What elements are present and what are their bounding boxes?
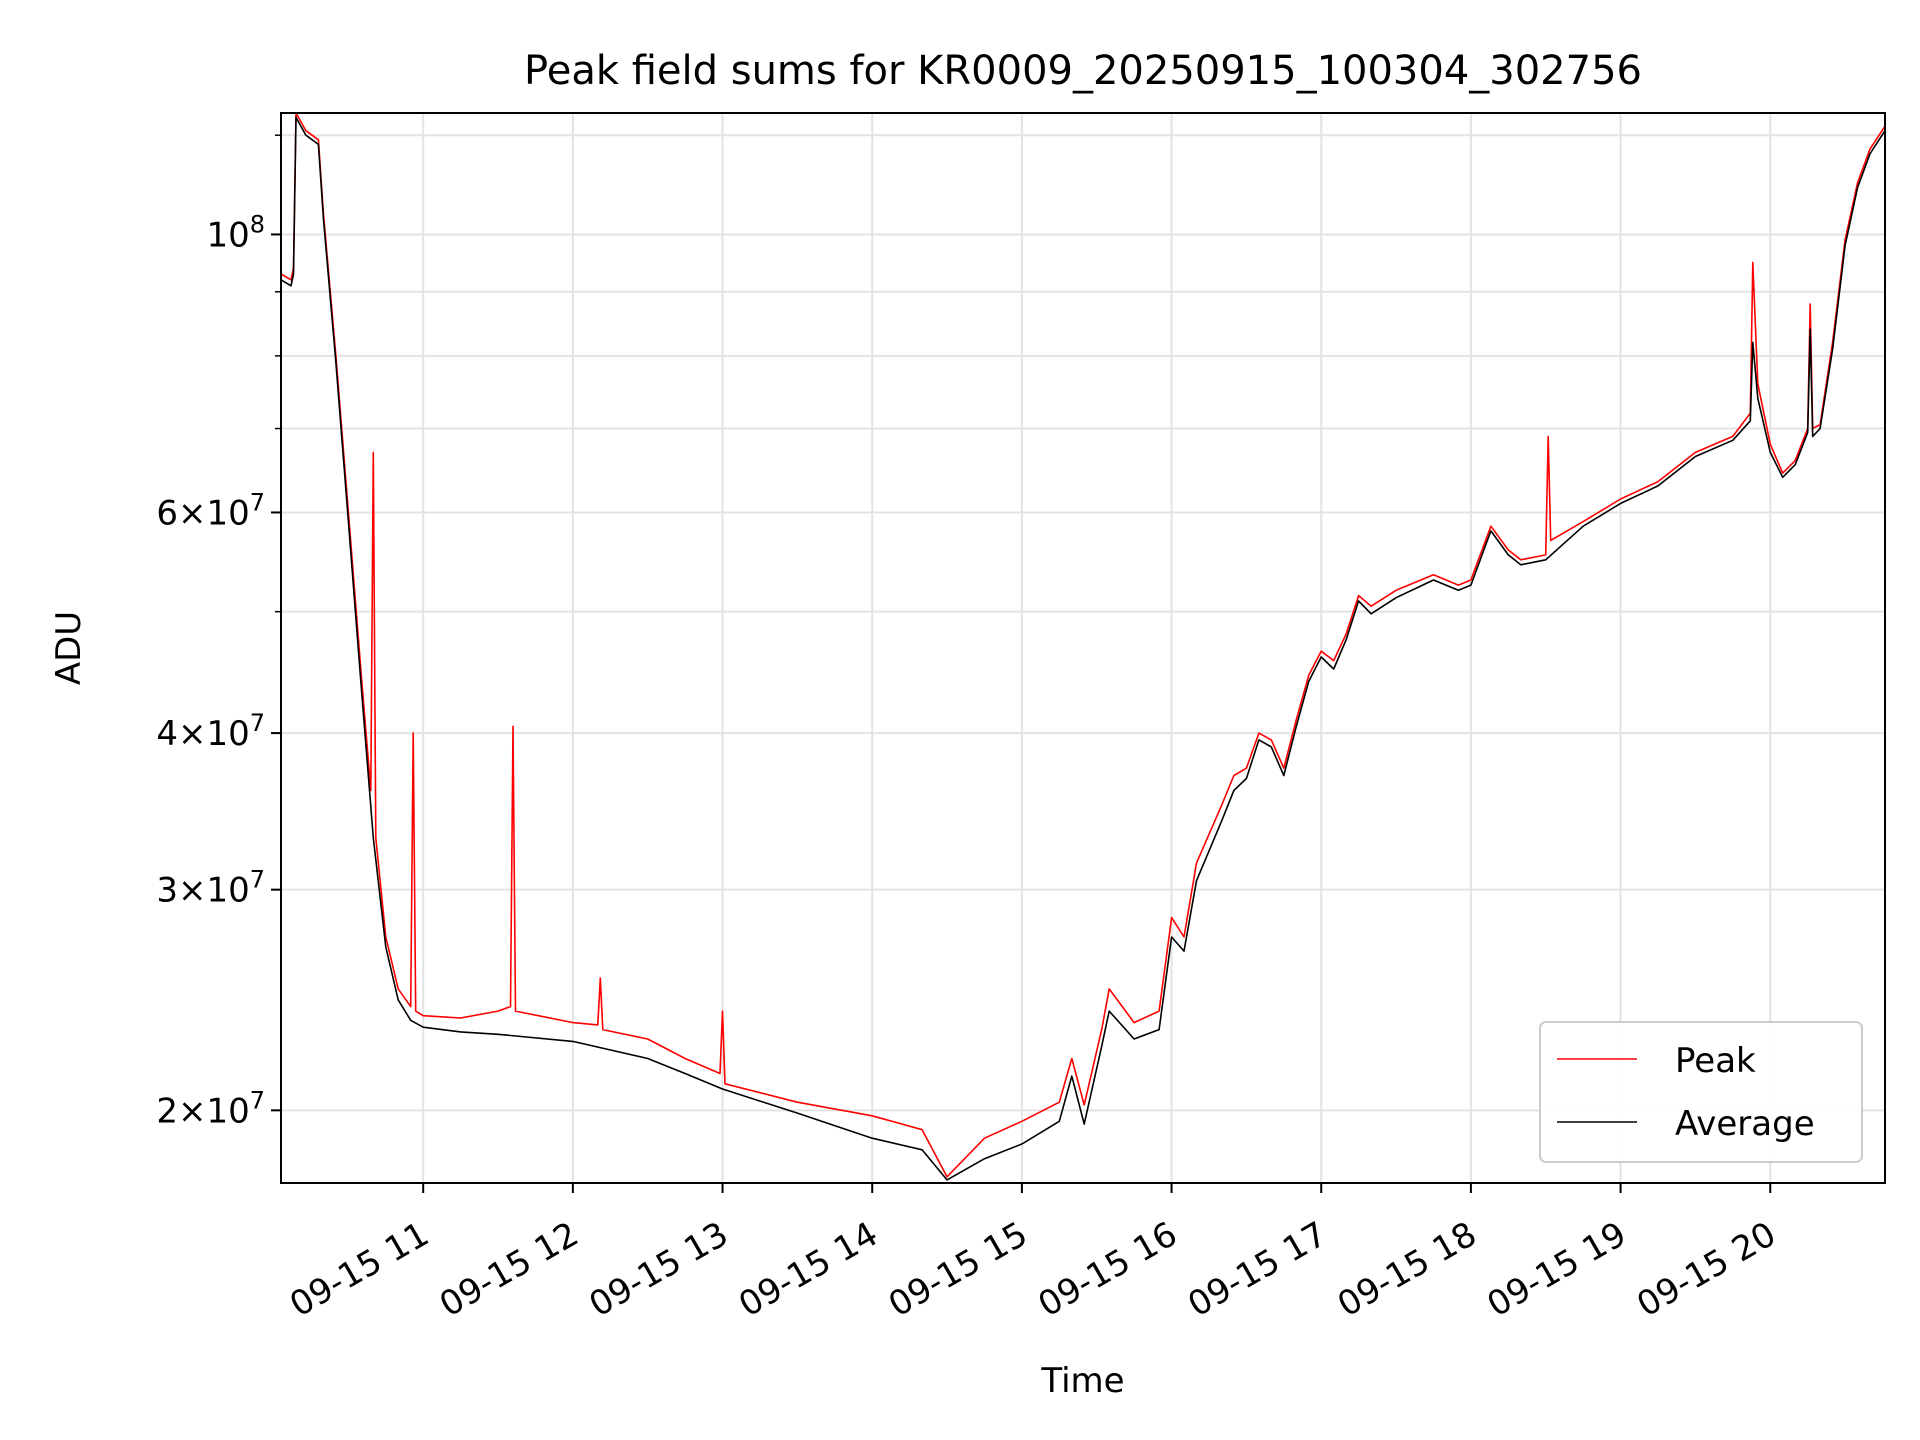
- legend: Peak Average: [1539, 1021, 1863, 1163]
- series-layer: [280, 112, 1886, 1181]
- grid: [281, 113, 1885, 1183]
- y-axis-label: ADU: [49, 611, 89, 685]
- y-tick-label: 3×107: [156, 866, 265, 911]
- y-tick-label: 108: [206, 210, 265, 255]
- series-line-average: [280, 116, 1886, 1181]
- legend-peak-label: Peak: [1675, 1041, 1756, 1081]
- plot-frame: [280, 112, 1886, 1184]
- y-tick-label: 6×107: [156, 488, 265, 533]
- y-axis: 108 6×107 4×107 3×107 2×107: [156, 134, 281, 1131]
- series-line-peak: [280, 112, 1886, 1178]
- chart-title: Peak field sums for KR0009_20250915_1003…: [524, 48, 1642, 94]
- x-axis-label: Time: [1040, 1361, 1124, 1401]
- legend-average-label: Average: [1675, 1104, 1815, 1144]
- y-tick-label: 2×107: [156, 1086, 265, 1131]
- y-tick-label: 4×107: [156, 709, 265, 754]
- legend-box: [1539, 1021, 1863, 1163]
